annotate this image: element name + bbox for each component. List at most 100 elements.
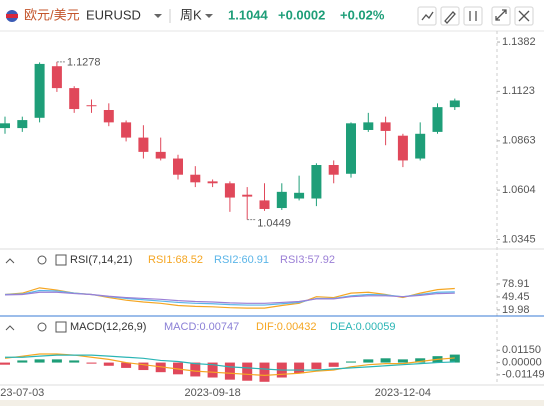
candle-body <box>207 181 218 184</box>
y-tick-label: 78.91 <box>502 278 530 290</box>
legend-entry: DIF:0.00432 <box>256 321 317 333</box>
candle-body <box>449 100 460 108</box>
histogram-bar <box>311 362 322 369</box>
y-tick-label: -0.01149 <box>502 369 544 381</box>
histogram-bar <box>121 362 132 368</box>
candle-body <box>190 174 201 183</box>
indicator-title: RSI(7,14,21) <box>70 254 132 266</box>
fullscreen-button[interactable] <box>491 6 511 26</box>
change-pct: +0.02% <box>340 7 385 22</box>
close-icon <box>518 10 530 22</box>
candle-body <box>17 120 28 129</box>
draw-icon <box>444 11 456 24</box>
indicator-title: MACD(12,26,9) <box>70 321 146 333</box>
legend-entry: RSI2:60.91 <box>214 254 269 266</box>
candle-body <box>224 183 235 198</box>
legend-entry: MACD:0.00747 <box>164 321 239 333</box>
candle-body <box>173 158 183 175</box>
candle-body <box>86 105 97 107</box>
indicator-line <box>4 353 455 376</box>
histogram-bar <box>363 359 374 363</box>
y-tick-label: 1.0604 <box>502 184 536 196</box>
histogram-bar <box>242 362 253 381</box>
indicator-line <box>4 291 455 304</box>
candle-body <box>138 137 149 152</box>
histogram-bar <box>86 362 97 364</box>
histogram-bar <box>259 362 270 382</box>
toggle-icon[interactable] <box>55 321 67 333</box>
histogram-bar <box>328 362 339 367</box>
type-icon <box>469 11 477 21</box>
symbol-caret[interactable] <box>154 14 162 18</box>
candle-body <box>432 107 443 132</box>
histogram-bar <box>51 359 62 363</box>
histogram-bar <box>346 361 356 363</box>
legend-entry: RSI3:57.92 <box>280 254 335 266</box>
y-tick-label: 1.0863 <box>502 135 536 147</box>
candle-body <box>328 165 339 175</box>
histogram-bar <box>224 362 235 380</box>
fullscreen-icon <box>495 9 507 21</box>
candle-body <box>69 88 80 110</box>
y-tick-label: 1.0345 <box>502 233 536 245</box>
candle-body <box>311 165 322 199</box>
x-tick-label: 23-07-03 <box>0 387 44 399</box>
y-tick-label: 49.45 <box>502 291 530 303</box>
histogram-bar <box>0 362 10 365</box>
toggle-icon[interactable] <box>55 254 67 266</box>
histogram-bar <box>190 362 201 377</box>
collapse-icon[interactable] <box>5 258 15 264</box>
candle-body <box>346 123 356 174</box>
histogram-bar <box>449 354 460 363</box>
price: 1.1044 <box>228 7 269 22</box>
candle-body <box>155 151 166 159</box>
candle-body <box>34 63 45 118</box>
period-caret[interactable] <box>205 14 213 18</box>
indicator-icon <box>421 11 434 21</box>
candle-body <box>242 194 253 197</box>
histogram-bar <box>380 358 391 363</box>
indicator-button[interactable] <box>417 6 437 26</box>
type-button[interactable] <box>463 6 483 26</box>
annotation: 1.0449 <box>257 218 291 230</box>
y-tick-label: 0.01150 <box>502 344 541 356</box>
histogram-bar <box>138 362 149 371</box>
settings-icon[interactable] <box>37 322 47 332</box>
symbol[interactable]: EURUSD <box>86 7 141 22</box>
y-tick-label: 0.00000 <box>502 356 542 368</box>
close-button[interactable] <box>514 6 534 26</box>
y-tick-label: 1.1123 <box>502 85 535 97</box>
candle-body <box>363 122 374 130</box>
histogram-bar <box>294 362 305 374</box>
histogram-bar <box>415 358 426 363</box>
candle-body <box>294 192 305 199</box>
histogram-bar <box>397 359 408 363</box>
flag-stripe <box>6 14 18 18</box>
candle-body <box>380 122 391 131</box>
histogram-bar <box>69 360 80 363</box>
legend-entry: DEA:0.00059 <box>330 321 395 333</box>
indicator-line <box>5 354 455 371</box>
histogram-bar <box>17 360 28 363</box>
candle-body <box>415 133 426 159</box>
candle-body <box>121 122 132 138</box>
histogram-bar <box>103 362 114 366</box>
settings-icon[interactable] <box>37 255 47 265</box>
histogram-bar <box>34 359 45 363</box>
histogram-bar <box>207 362 218 378</box>
draw-button[interactable] <box>440 6 460 26</box>
candle-body <box>276 191 287 209</box>
footer-strip <box>0 400 544 406</box>
x-tick-label: 2023-09-18 <box>184 387 240 399</box>
annotation: 1.1278 <box>67 57 101 69</box>
y-tick-label: 1.1382 <box>502 36 536 48</box>
candle-body <box>51 66 62 89</box>
y-tick-label: 19.98 <box>502 304 530 316</box>
collapse-icon[interactable] <box>5 325 15 331</box>
candle-body <box>259 200 270 209</box>
period[interactable]: 周K <box>180 7 202 22</box>
change: +0.0002 <box>278 7 325 22</box>
pair-name[interactable]: 欧元/美元 <box>24 7 80 22</box>
